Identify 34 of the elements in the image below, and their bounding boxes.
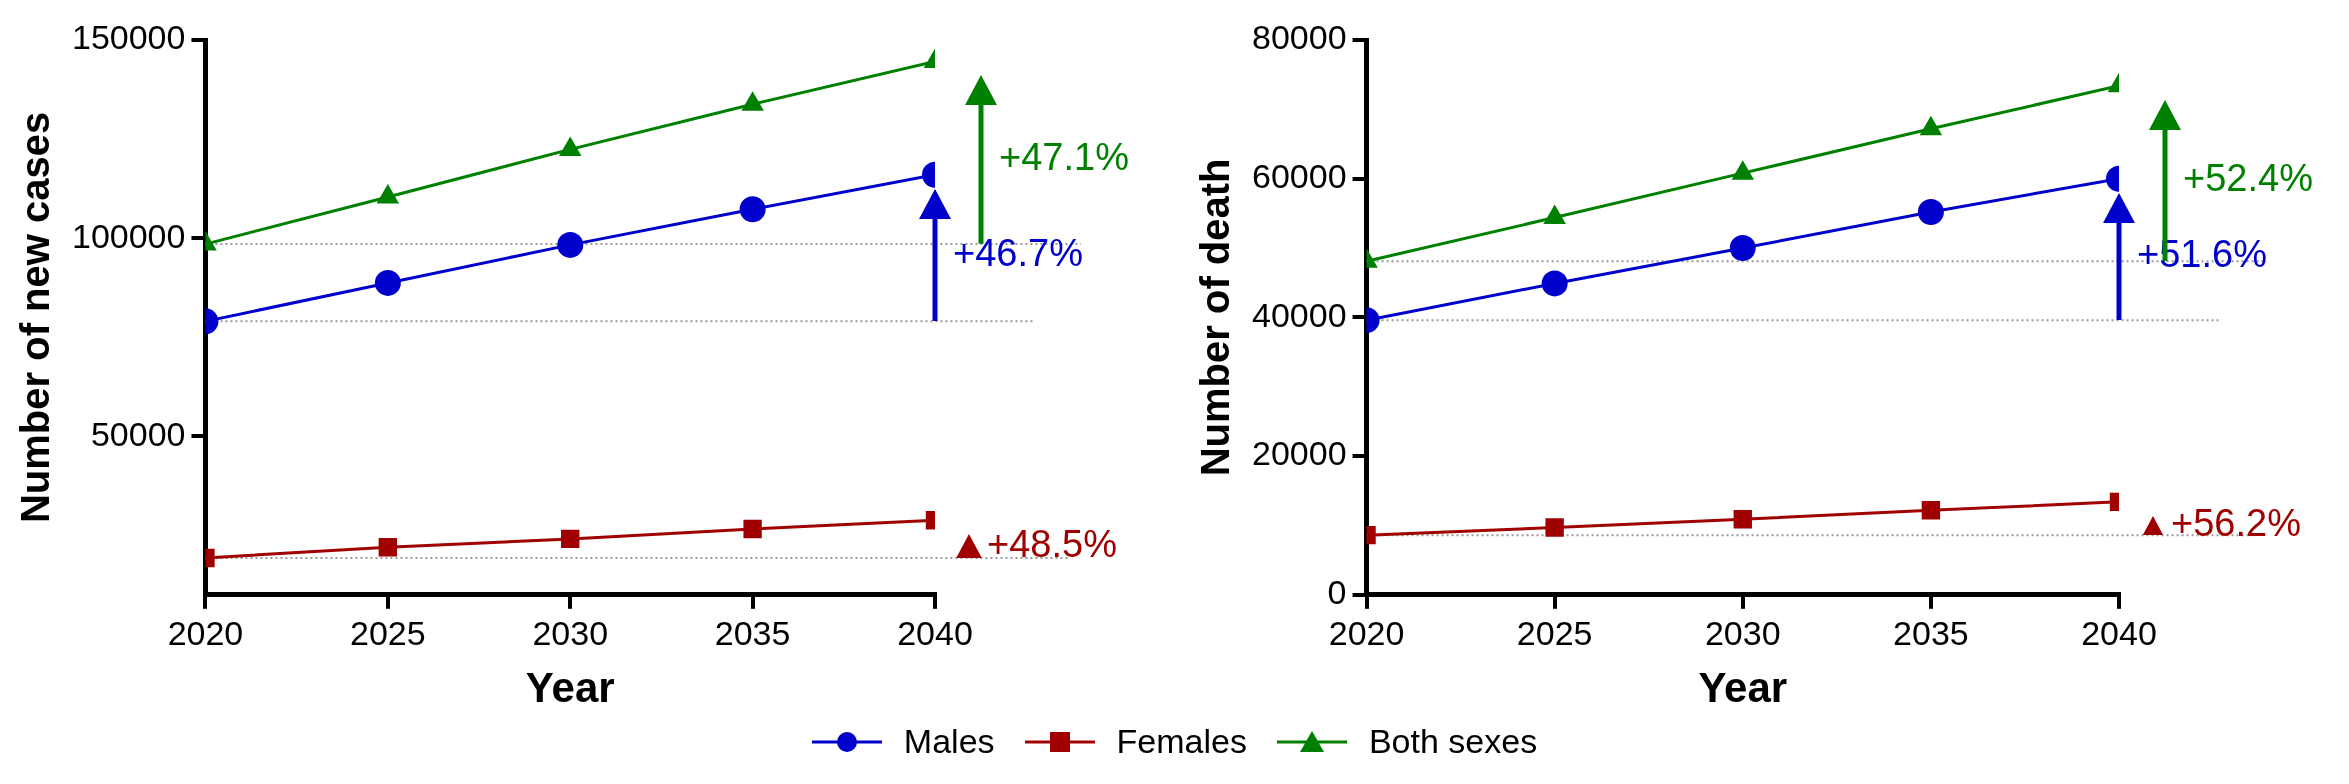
x-tick-label: 2035 bbox=[714, 613, 791, 652]
text: +48.5% bbox=[987, 522, 1117, 565]
y-tick-label: 100000 bbox=[71, 216, 186, 255]
y-tick-label: 150000 bbox=[71, 18, 186, 57]
text: +46.7% bbox=[953, 231, 1083, 274]
y-tick-label: 20000 bbox=[1252, 434, 1347, 473]
y-tick-label: 60000 bbox=[1252, 157, 1347, 196]
y-tick-label: 50000 bbox=[90, 414, 186, 453]
point bbox=[561, 529, 580, 549]
x-tick-label: 2040 bbox=[2081, 613, 2157, 652]
y-axis-title: Number of new cases bbox=[13, 111, 58, 524]
point bbox=[557, 231, 584, 258]
legend-label: Males bbox=[903, 722, 995, 761]
text: +51.6% bbox=[2137, 232, 2267, 275]
legend-label: Both sexes bbox=[1368, 722, 1538, 761]
y-tick-label: 40000 bbox=[1252, 295, 1347, 334]
x-tick-label: 2025 bbox=[350, 613, 426, 652]
x-axis-title: Year bbox=[1698, 664, 1788, 712]
point bbox=[558, 136, 582, 156]
y-axis-title: Number of death bbox=[1193, 158, 1238, 477]
x-axis-title: Year bbox=[525, 664, 615, 712]
x-tick-label: 2030 bbox=[532, 613, 609, 652]
x-tick-label: 2025 bbox=[1516, 613, 1593, 652]
legend-label: Females bbox=[1116, 722, 1247, 761]
x-tick-label: 2030 bbox=[1704, 613, 1781, 652]
y-tick-label: 0 bbox=[1327, 573, 1347, 612]
text: +47.1% bbox=[999, 136, 1129, 179]
x-tick-label: 2040 bbox=[897, 613, 973, 652]
x-tick-label: 2035 bbox=[1893, 613, 1969, 652]
x-tick-label: 2020 bbox=[1328, 613, 1405, 652]
text: +56.2% bbox=[2171, 502, 2301, 544]
y-tick-label: 80000 bbox=[1252, 18, 1347, 57]
x-tick-label: 2020 bbox=[167, 613, 244, 652]
text: +52.4% bbox=[2183, 156, 2313, 199]
